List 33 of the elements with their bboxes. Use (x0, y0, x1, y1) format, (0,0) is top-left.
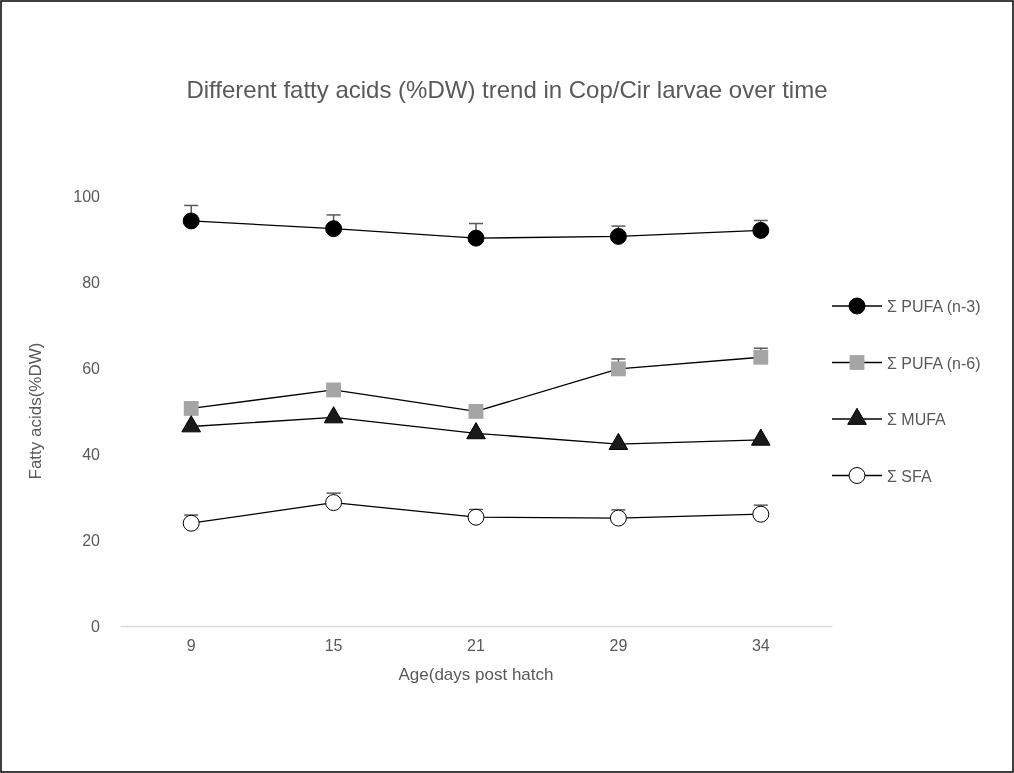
point (467, 229, 485, 247)
x-axis-title: Age(days post hatch (398, 665, 554, 684)
chart-title: Different fatty acids (%DW) trend in Cop/Cir larvae over time (186, 76, 828, 103)
y-tick-label: 80 (82, 273, 101, 291)
point (752, 505, 770, 523)
point (326, 382, 342, 398)
y-axis-title: Fatty acids(%DW) (26, 342, 45, 480)
y-tick-label: 60 (82, 359, 101, 377)
point (325, 494, 343, 512)
point (609, 509, 627, 527)
point (182, 212, 200, 230)
x-tick-label: 29 (609, 637, 628, 655)
x-tick-label: 34 (751, 637, 770, 655)
point (752, 221, 770, 239)
x-tick-label: 9 (186, 637, 196, 655)
x-tick-label: 15 (324, 637, 343, 655)
x-tick-label: 21 (467, 637, 485, 655)
legend-label: Σ MUFA (887, 411, 947, 428)
y-tick-label: 40 (82, 445, 101, 463)
point (609, 227, 627, 245)
y-tick-label: 0 (91, 617, 101, 635)
legend-label: Σ PUFA (n-6) (887, 354, 981, 372)
point (182, 514, 200, 532)
y-tick-label: 20 (82, 531, 101, 549)
point (468, 404, 484, 419)
point (610, 361, 626, 377)
legend-label: Σ SFA (887, 467, 932, 485)
point (467, 508, 485, 526)
y-tick-label: 100 (73, 187, 101, 205)
legend-label: Σ PUFA (n-3) (887, 298, 981, 315)
point (753, 349, 769, 365)
point (325, 220, 343, 238)
point (183, 401, 199, 416)
